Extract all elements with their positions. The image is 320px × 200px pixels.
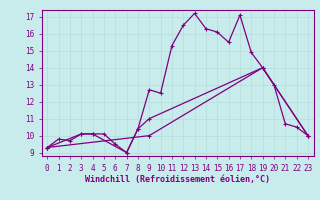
X-axis label: Windchill (Refroidissement éolien,°C): Windchill (Refroidissement éolien,°C) bbox=[85, 175, 270, 184]
